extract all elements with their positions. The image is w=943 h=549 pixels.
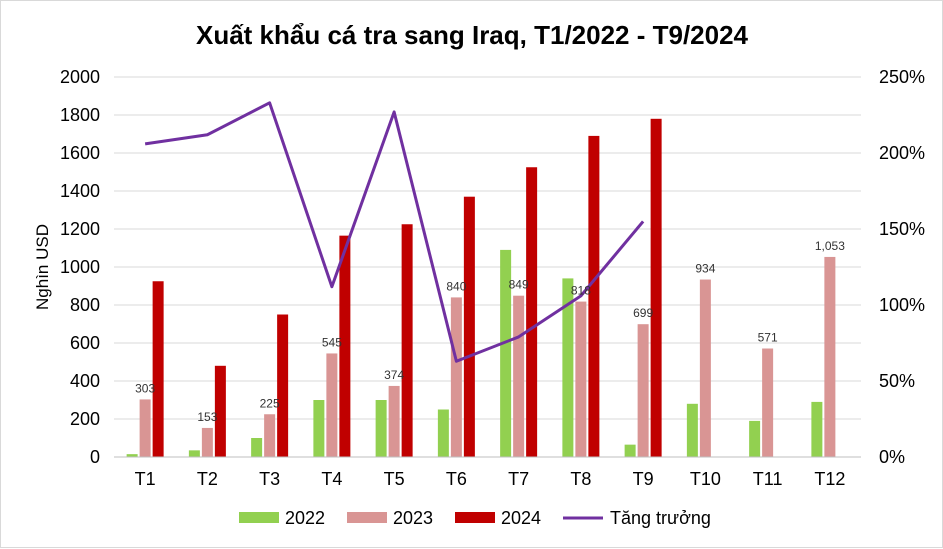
bar-2023 (139, 399, 151, 457)
y-axis-right: 0% 50% 100% 150% 200% 250% (879, 67, 925, 467)
bar-2022 (188, 450, 200, 457)
data-label: 1,053 (815, 239, 845, 253)
growth-line-layer (144, 101, 645, 363)
bar-2023 (699, 279, 711, 457)
bar-2022 (437, 409, 449, 457)
gridlines (114, 76, 861, 420)
y2-tick-label: 0% (879, 447, 905, 467)
data-label: 840 (446, 279, 466, 293)
bar-2023 (824, 256, 836, 457)
bar-2022 (811, 401, 823, 457)
growth-line (144, 101, 645, 363)
bar-2023 (637, 324, 649, 457)
legend-label: 2022 (285, 508, 325, 528)
data-label: 225 (260, 396, 280, 410)
y-tick-label: 800 (70, 295, 100, 315)
y-axis-label: Nghìn USD (33, 224, 52, 310)
x-tick-label: T10 (690, 469, 721, 489)
x-tick-label: T9 (633, 469, 654, 489)
data-label: 571 (758, 331, 778, 345)
y2-tick-label: 50% (879, 371, 915, 391)
x-tick-label: T12 (814, 469, 845, 489)
y-tick-label: 2000 (60, 67, 100, 87)
y2-tick-label: 100% (879, 295, 925, 315)
bar-2024 (214, 365, 226, 457)
bar-2024 (401, 224, 413, 457)
y2-tick-label: 200% (879, 143, 925, 163)
legend-swatch-2024 (455, 512, 495, 523)
bar-2023 (575, 301, 587, 457)
bar-2022 (375, 400, 387, 457)
data-label: 374 (384, 368, 404, 382)
x-tick-label: T3 (259, 469, 280, 489)
x-tick-label: T2 (197, 469, 218, 489)
x-tick-label: T11 (753, 469, 783, 489)
y-tick-label: 1800 (60, 105, 100, 125)
x-tick-label: T1 (135, 469, 156, 489)
y-tick-label: 1200 (60, 219, 100, 239)
x-tick-label: T6 (446, 469, 467, 489)
x-tick-label: T4 (321, 469, 342, 489)
bar-2022 (313, 400, 325, 457)
bar-2024 (152, 281, 164, 457)
y-axis-left: 0 200 400 600 800 1000 1200 1400 1600 1800 2000 (60, 67, 100, 467)
y2-tick-label: 150% (879, 219, 925, 239)
legend-swatch-2023 (347, 512, 387, 523)
y-tick-label: 1400 (60, 181, 100, 201)
legend-swatch-2022 (239, 512, 279, 523)
x-tick-label: T7 (508, 469, 529, 489)
bar-2023 (513, 295, 525, 457)
y-tick-label: 600 (70, 333, 100, 353)
data-label: 849 (509, 278, 529, 292)
bar-2023 (388, 385, 400, 457)
legend-label: 2023 (393, 508, 433, 528)
data-labels-layer: 303 153 225 545 374 840 849 818 699 934 571 1,053 (135, 239, 845, 424)
chart-title: Xuất khẩu cá tra sang Iraq, T1/2022 - T9… (196, 20, 749, 50)
y2-tick-label: 250% (879, 67, 925, 87)
bar-2022 (624, 444, 636, 457)
legend-label: Tăng trưởng (610, 508, 711, 528)
bar-2022 (251, 438, 263, 457)
data-label: 934 (695, 262, 715, 276)
bar-2022 (126, 454, 138, 457)
y-tick-label: 1600 (60, 143, 100, 163)
y-tick-label: 200 (70, 409, 100, 429)
data-label: 153 (197, 410, 217, 424)
y-tick-label: 0 (90, 447, 100, 467)
bar-2024 (588, 135, 600, 457)
data-label: 699 (633, 306, 653, 320)
bar-2023 (326, 353, 338, 457)
legend: 2022 2023 2024 Tăng trưởng (239, 508, 711, 528)
data-label: 303 (135, 381, 155, 395)
bar-2024 (339, 235, 351, 457)
bar-2022 (749, 420, 761, 457)
bar-2023 (762, 348, 774, 457)
x-tick-label: T8 (570, 469, 591, 489)
bars-layer (126, 118, 836, 458)
bar-2024 (650, 118, 662, 458)
y-tick-label: 1000 (60, 257, 100, 277)
bar-2022 (562, 278, 574, 457)
bar-2024 (526, 167, 538, 457)
bar-2023 (264, 414, 276, 457)
x-tick-label: T5 (384, 469, 405, 489)
bar-2023 (450, 297, 462, 457)
bar-2023 (201, 427, 213, 457)
y-tick-label: 400 (70, 371, 100, 391)
x-axis: T1 T2 T3 T4 T5 T6 T7 T8 T9 T10 T11 T12 (114, 456, 861, 489)
bar-2024 (277, 314, 289, 457)
legend-label: 2024 (501, 508, 541, 528)
bar-2022 (500, 249, 512, 457)
bar-2022 (686, 403, 698, 457)
bar-2024 (463, 196, 475, 457)
data-label: 545 (322, 335, 342, 349)
data-label: 818 (571, 284, 591, 298)
